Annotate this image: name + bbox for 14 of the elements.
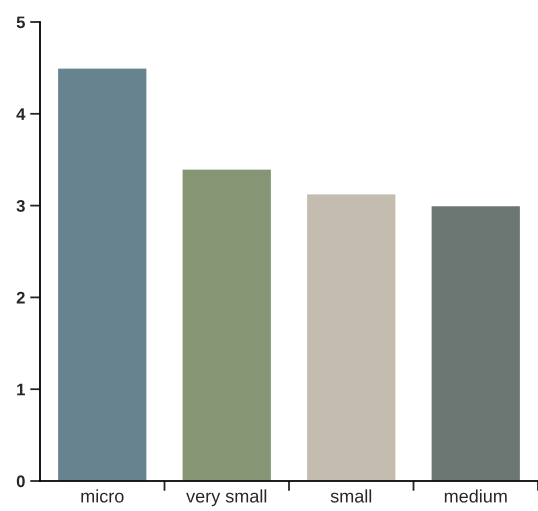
bar (56, 67, 148, 481)
y-tick-label: 2 (16, 292, 25, 304)
y-tick-label: 0 (16, 475, 25, 488)
y-tick-label: 4 (16, 108, 26, 120)
bar (430, 204, 522, 481)
x-tick-label: micro (81, 489, 124, 503)
x-tick-label: small (330, 489, 372, 503)
x-tick-label: very small (186, 489, 266, 506)
y-tick-label: 5 (16, 16, 25, 28)
y-tick-label: 1 (17, 384, 25, 396)
bar (181, 168, 272, 481)
bar (306, 192, 397, 481)
y-tick-label: 3 (16, 200, 25, 212)
x-tick-label: medium (444, 489, 507, 503)
